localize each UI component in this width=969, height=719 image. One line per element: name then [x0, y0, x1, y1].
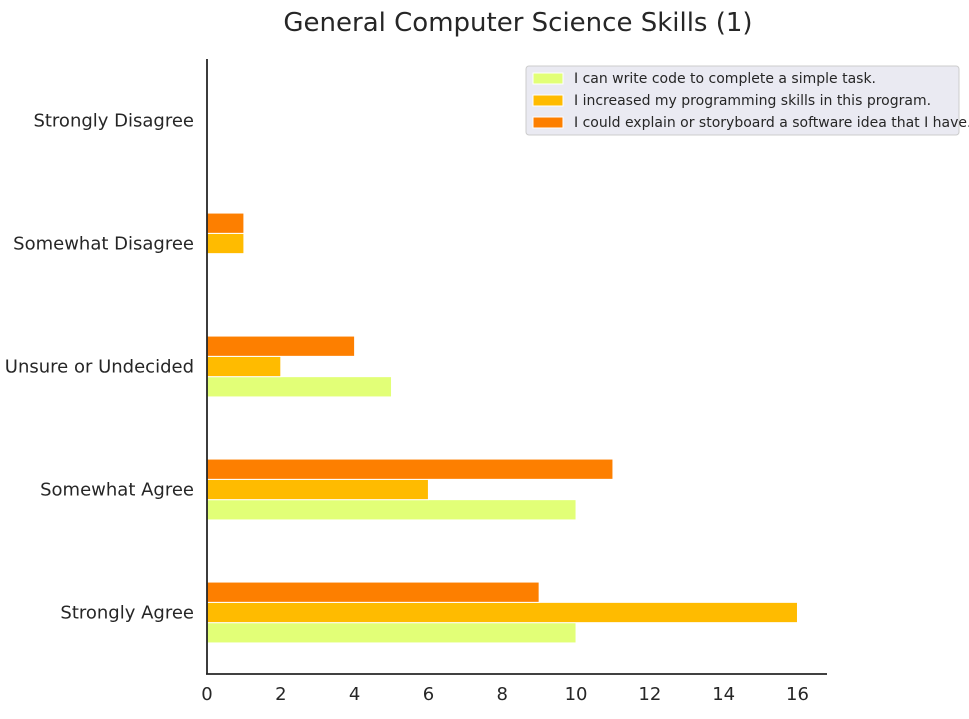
legend-box — [525, 65, 960, 136]
legend-label-3: I could explain or storyboard a software… — [574, 115, 969, 131]
y-tick-label: Strongly Disagree — [33, 111, 194, 132]
x-tick-label: 0 — [201, 684, 212, 705]
bar-series-1-strongly-agree — [206, 622, 577, 644]
bar-series-3-strongly-agree — [206, 581, 540, 603]
bar-series-3-somewhat-disagree — [206, 212, 245, 234]
x-axis-tick-labels: 0 2 4 6 8 10 12 14 16 — [201, 684, 809, 705]
legend: I can write code to complete a simple ta… — [525, 65, 969, 136]
x-tick-label: 10 — [565, 684, 588, 705]
legend-swatch-1 — [532, 72, 564, 85]
bar-series-1-unsure-or-undecided — [206, 376, 393, 398]
bar-series-1-somewhat-agree — [206, 499, 577, 521]
y-tick-label: Somewhat Disagree — [13, 234, 194, 255]
x-tick-label: 16 — [786, 684, 809, 705]
bars-layer — [206, 212, 798, 644]
bar-series-2-somewhat-agree — [206, 478, 429, 501]
legend-swatch-3 — [532, 116, 564, 129]
legend-swatch-2 — [532, 94, 564, 107]
legend-label-2: I increased my programming skills in thi… — [574, 93, 931, 109]
y-axis-tick-labels: Strongly Agree Somewhat Agree Unsure or Un… — [5, 111, 194, 624]
y-tick-label: Somewhat Agree — [40, 480, 194, 501]
y-tick-label: Unsure or Undecided — [5, 357, 194, 378]
bar-series-2-strongly-agree — [206, 601, 798, 624]
bar-series-3-unsure-or-undecided — [206, 335, 356, 357]
x-tick-label: 2 — [275, 684, 286, 705]
bar-series-2-unsure-or-undecided — [206, 355, 282, 378]
x-tick-label: 12 — [638, 684, 661, 705]
x-tick-label: 14 — [712, 684, 735, 705]
bar-series-2-somewhat-disagree — [206, 232, 245, 255]
x-tick-label: 4 — [349, 684, 360, 705]
y-tick-label: Strongly Agree — [60, 603, 194, 624]
chart-title: General Computer Science Skills (1) — [283, 8, 752, 38]
bar-series-3-somewhat-agree — [206, 458, 614, 480]
legend-label-1: I can write code to complete a simple ta… — [574, 71, 876, 87]
x-tick-label: 8 — [497, 684, 508, 705]
x-tick-label: 6 — [423, 684, 434, 705]
